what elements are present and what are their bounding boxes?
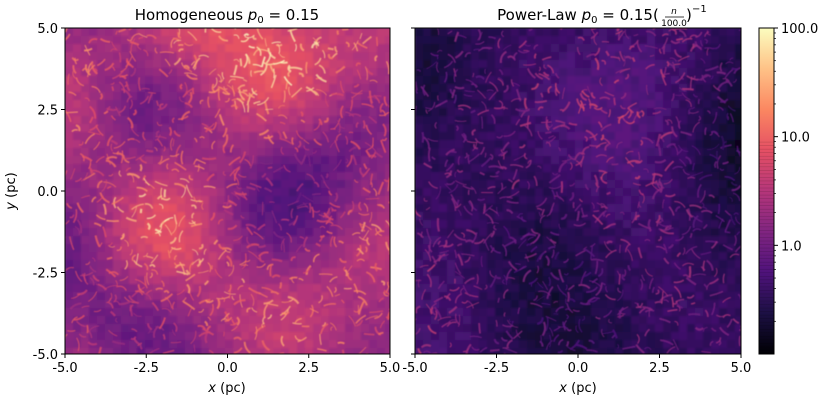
axes-ticks-left: -5.0 -2.5 0.0 2.5 5.0 -5.0 -2.5 0.0 2.5 5.0 [33, 22, 401, 376]
title-frac-num: n [671, 7, 677, 17]
xtick-label: 2.5 [298, 361, 319, 376]
xtick-label: 0.0 [217, 361, 238, 376]
xtick-label: -5.0 [52, 361, 77, 376]
xlabel-left: x (pc) [207, 381, 245, 396]
xtick-label: -2.5 [484, 361, 509, 376]
title-fraction: n 100.0 ) −1 [661, 4, 707, 29]
colorbar-gradient [759, 28, 774, 354]
title-homogeneous: Homogeneous p0 = 0.15 [135, 6, 319, 26]
ytick-label: 0.0 [37, 185, 58, 200]
title-power-law: Power-Law p0 = 0.15( [497, 6, 659, 26]
ytick-label: 5.0 [37, 22, 58, 37]
axes-ticks-right: -5.0 -2.5 0.0 2.5 5.0 [402, 27, 752, 376]
xtick-label: 2.5 [649, 361, 670, 376]
xtick-label: 5.0 [731, 361, 752, 376]
ylabel-left: y (pc) [4, 172, 19, 210]
colorbar-frame [758, 27, 775, 355]
title-frac-den: 100.0 [661, 19, 687, 29]
colorbar-tick-label-2: 1.0 [781, 239, 802, 254]
title-exponent: −1 [692, 4, 707, 15]
xtick-label: 0.0 [568, 361, 589, 376]
heatmap-homogeneous [65, 28, 390, 354]
xtick-label: -5.0 [402, 361, 427, 376]
panel-power-law: Power-Law p0 = 0.15( n 100.0 ) −1 -5.0 -2… [402, 4, 751, 396]
colorbar-tick-label-1: 10.0 [781, 131, 810, 146]
title-close: ) [686, 6, 692, 24]
xtick-label: 5.0 [380, 361, 401, 376]
heatmap-power-law [415, 28, 741, 354]
ytick-label: -5.0 [33, 348, 58, 363]
ytick-label: -2.5 [33, 267, 58, 282]
ytick-label: 2.5 [37, 104, 58, 119]
xtick-label: -2.5 [134, 361, 159, 376]
xlabel-right: x (pc) [558, 381, 596, 396]
colorbar: 100.0 10.0 1.0 [758, 22, 818, 355]
panel-homogeneous: Homogeneous p0 = 0.15 -5.0 -2.5 0.0 2.5 5.0-… [4, 6, 400, 396]
colorbar-tick-label-0: 100.0 [781, 22, 818, 37]
